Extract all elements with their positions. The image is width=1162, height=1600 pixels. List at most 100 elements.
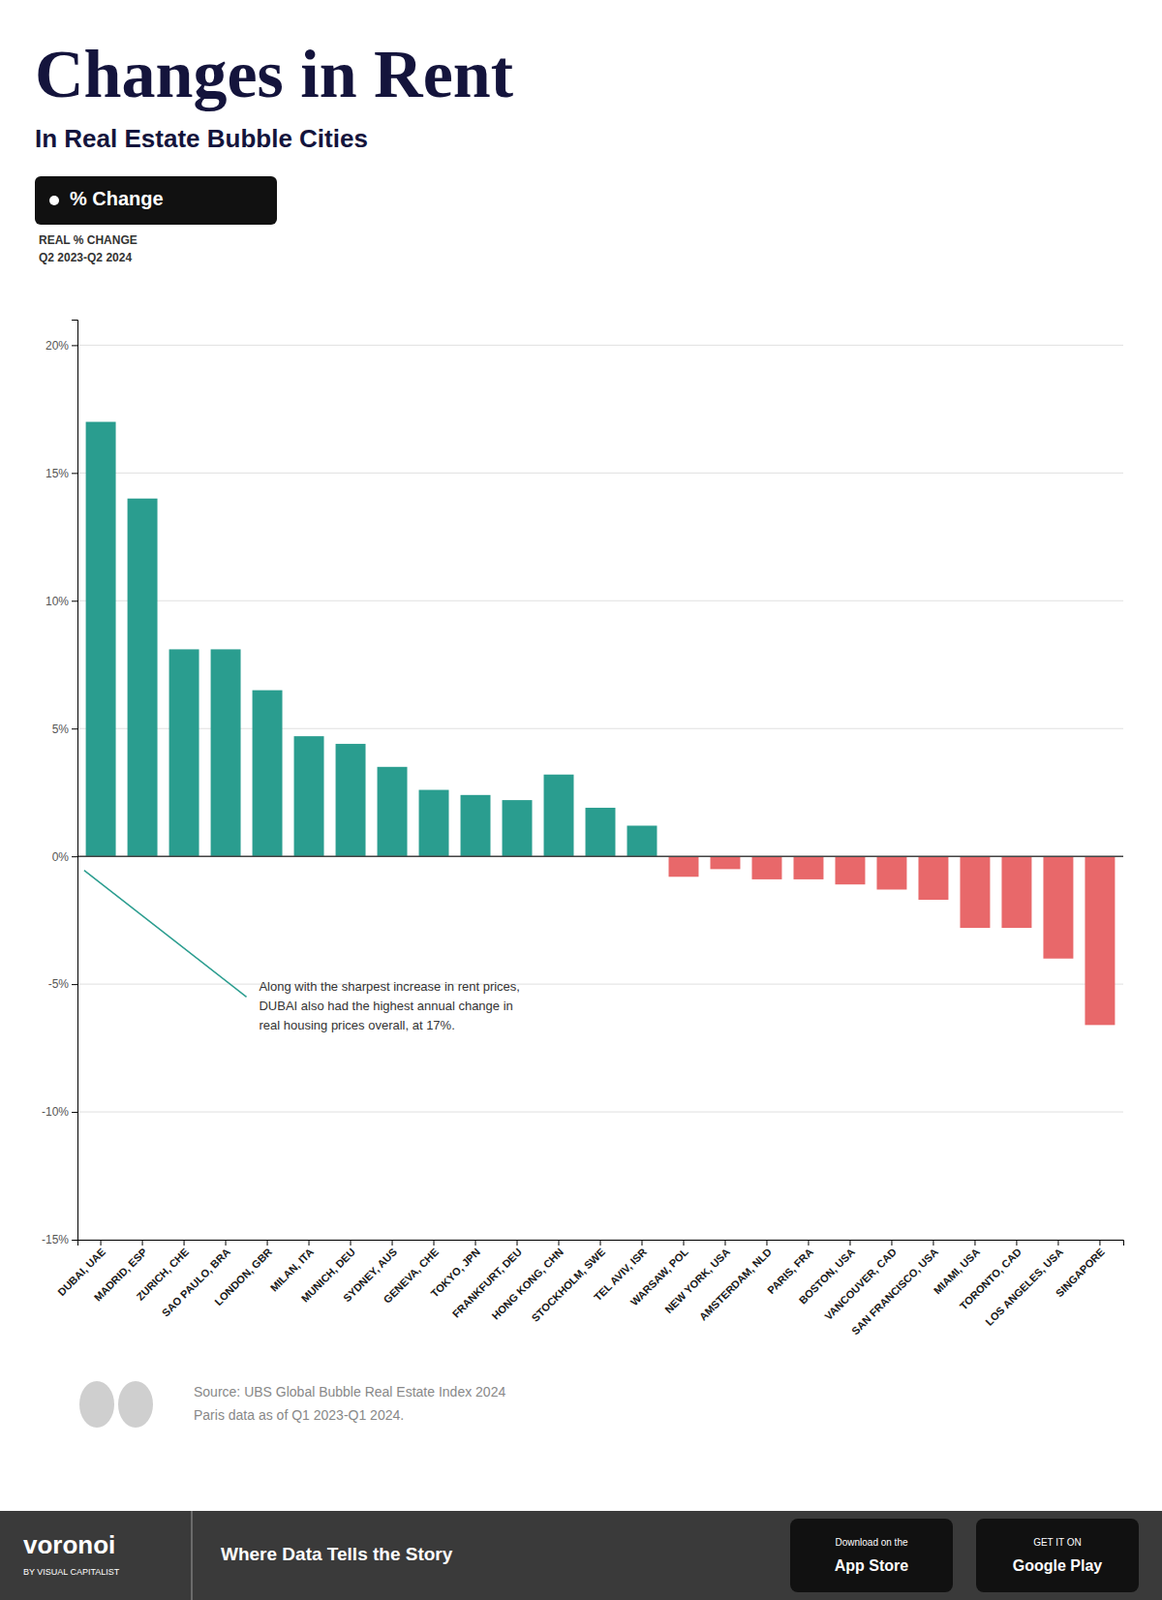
y-tick-label: 15% [45, 466, 69, 481]
bar [377, 766, 408, 857]
bar [127, 498, 158, 857]
store-badge: Download on theApp Store [790, 1518, 953, 1592]
source-text: Paris data as of Q1 2023-Q1 2024. [193, 1406, 404, 1423]
annotation-text: Along with the sharpest increase in rent… [258, 978, 520, 994]
x-tick: VANCOUVER, CAD [822, 1239, 899, 1322]
x-tick-mark [765, 1239, 767, 1246]
bars [86, 422, 1116, 1026]
x-tick: SAN FRANCISCO, USA [849, 1239, 941, 1337]
y-tick: 10% [45, 594, 78, 609]
y-tick-label: 0% [52, 850, 70, 864]
x-tick-mark [308, 1239, 310, 1246]
y-tick-label: -15% [41, 1232, 69, 1247]
x-tick-mark [724, 1239, 726, 1246]
x-tick-mark [1057, 1239, 1059, 1246]
x-tick: SINGAPORE [1053, 1239, 1107, 1299]
annotation-line [84, 870, 247, 998]
x-tick-mark [1099, 1239, 1101, 1246]
bar [834, 856, 865, 885]
bar [252, 690, 283, 857]
x-tick: LONDON, GBR [212, 1239, 275, 1308]
source-icon [79, 1380, 115, 1428]
y-tick-mark [71, 600, 78, 602]
x-tick-mark [475, 1239, 477, 1246]
y-tick: -15% [41, 1232, 78, 1247]
grid-line [77, 600, 1124, 602]
y-tick-mark [71, 1239, 78, 1241]
source-text: Source: UBS Global Bubble Real Estate In… [193, 1383, 506, 1400]
x-tick-label: GENEVA, CHE [381, 1245, 442, 1306]
x-tick: HONG KONG, CHN [489, 1239, 567, 1322]
bar [544, 774, 575, 857]
x-tick-mark [142, 1239, 144, 1246]
store-badge-box [976, 1518, 1139, 1592]
bar [585, 807, 616, 857]
subtitle: In Real Estate Bubble Cities [34, 123, 368, 153]
x-tick-mark [225, 1239, 227, 1246]
bar [1042, 856, 1073, 959]
bar [1084, 856, 1115, 1025]
bar [294, 735, 325, 857]
x-tick-mark [392, 1239, 394, 1246]
y-tick-mark [71, 728, 78, 730]
bar [1001, 856, 1032, 928]
x-tick-mark [350, 1239, 352, 1246]
x-tick-label: HONG KONG, CHN [489, 1245, 567, 1322]
y-tick: -5% [48, 977, 78, 991]
bar [211, 648, 242, 857]
x-tick-label: AMSTERDAM, NLD [697, 1245, 774, 1322]
bar [627, 825, 658, 857]
legend-entry: % Change [69, 187, 164, 210]
store-badge: GET IT ONGoogle Play [976, 1518, 1139, 1592]
bar [169, 648, 200, 857]
y-tick-label: -5% [48, 977, 70, 991]
y-tick-mark [71, 344, 78, 346]
y-tick-mark [71, 472, 78, 474]
y-tick-mark [71, 856, 78, 857]
x-tick-label: FRANKFURT, DEU [450, 1245, 524, 1319]
y-tick-label: 5% [52, 722, 70, 736]
x-tick-mark [932, 1239, 934, 1246]
store-badge-text: Google Play [1012, 1557, 1103, 1574]
y-tick-mark [71, 983, 78, 985]
x-tick-mark [100, 1239, 102, 1246]
x-tick: AMSTERDAM, NLD [697, 1239, 774, 1323]
bar [710, 856, 741, 869]
x-tick-label: LONDON, GBR [212, 1245, 275, 1308]
footer-text: Where Data Tells the Story [220, 1543, 454, 1564]
source-icon [118, 1380, 153, 1428]
y-tick: 5% [52, 722, 78, 736]
source: Source: UBS Global Bubble Real Estate In… [79, 1380, 506, 1428]
x-tick-mark [849, 1239, 851, 1246]
x-tick-label: STOCKHOLM, SWE [528, 1245, 608, 1324]
annotation-text: DUBAI also had the highest annual change… [258, 998, 513, 1013]
x-tick-mark [807, 1239, 809, 1246]
x-tick: SAO PAULO, BRA [159, 1239, 233, 1319]
x-tick-mark [682, 1239, 684, 1246]
x-tick-label: LOS ANGELES, USA [982, 1245, 1066, 1328]
y-tick: -10% [41, 1104, 78, 1119]
x-tick-mark [890, 1239, 892, 1246]
footer: voronoiBY VISUAL CAPITALISTWhere Data Te… [0, 1510, 1162, 1600]
x-tick-label: VANCOUVER, CAD [822, 1245, 899, 1322]
store-badge-text: Download on the [834, 1536, 908, 1548]
title: Changes in Rent [34, 36, 514, 112]
x-tick-mark [641, 1239, 643, 1246]
y-tick-mark [71, 1111, 78, 1113]
y-tick-label: 10% [45, 594, 69, 609]
bar [876, 856, 907, 889]
grid-line [77, 983, 1124, 985]
footer-background [0, 1510, 1162, 1600]
bar [959, 856, 990, 928]
bar [502, 799, 533, 857]
grid-line [77, 344, 1124, 346]
legend-sublabel: Q2 2023-Q2 2024 [38, 250, 132, 265]
x-tick: STOCKHOLM, SWE [528, 1239, 608, 1324]
bar [336, 743, 367, 857]
grid [77, 344, 1124, 1240]
grid-line [77, 472, 1124, 474]
y-tick: 0% [52, 850, 78, 864]
bar [917, 856, 948, 900]
grid-line [77, 856, 1124, 857]
y-axis-line [71, 320, 79, 1241]
